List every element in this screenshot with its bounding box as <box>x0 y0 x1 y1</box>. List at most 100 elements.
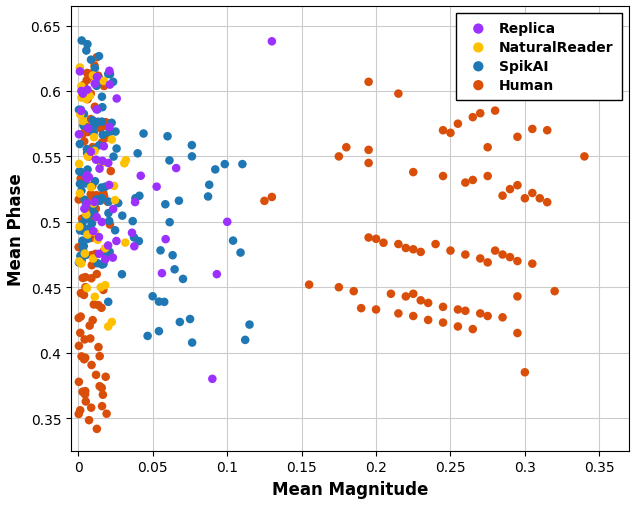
NaturalReader <box>95 284 106 292</box>
Human <box>83 212 93 220</box>
Replica <box>97 219 107 227</box>
SpikAI <box>92 260 102 268</box>
SpikAI <box>103 298 113 306</box>
Replica <box>108 206 118 214</box>
Human <box>84 416 94 424</box>
Human <box>80 125 90 133</box>
Human <box>266 193 277 201</box>
Replica <box>103 242 113 250</box>
NaturalReader <box>88 200 99 208</box>
SpikAI <box>174 197 184 206</box>
Human <box>92 425 102 433</box>
Replica <box>76 88 86 96</box>
Human <box>393 240 403 248</box>
Human <box>79 82 89 90</box>
SpikAI <box>104 129 114 137</box>
Human <box>80 274 90 282</box>
Human <box>74 342 84 350</box>
Human <box>527 260 537 268</box>
NaturalReader <box>78 118 88 126</box>
SpikAI <box>164 157 174 165</box>
SpikAI <box>97 104 107 112</box>
Replica <box>81 174 92 182</box>
Replica <box>84 174 94 182</box>
SpikAI <box>82 41 92 49</box>
Human <box>505 186 515 194</box>
Replica <box>105 81 115 89</box>
NaturalReader <box>74 223 85 231</box>
NaturalReader <box>75 190 85 198</box>
SpikAI <box>97 184 107 192</box>
Replica <box>171 165 181 173</box>
Human <box>98 191 108 199</box>
SpikAI <box>90 65 100 73</box>
Human <box>85 71 95 79</box>
SpikAI <box>81 216 91 224</box>
SpikAI <box>80 196 90 205</box>
Replica <box>160 236 170 244</box>
Human <box>76 175 86 183</box>
SpikAI <box>82 146 92 154</box>
Human <box>75 407 85 415</box>
Human <box>95 352 105 361</box>
Replica <box>111 237 121 245</box>
Human <box>89 301 99 309</box>
SpikAI <box>78 228 88 236</box>
NaturalReader <box>110 196 120 205</box>
SpikAI <box>159 298 169 307</box>
Replica <box>86 148 96 157</box>
Human <box>401 244 411 252</box>
Human <box>93 73 103 81</box>
SpikAI <box>74 259 84 267</box>
SpikAI <box>142 332 153 340</box>
Human <box>77 215 87 223</box>
Human <box>88 214 98 222</box>
Human <box>78 130 88 138</box>
Human <box>95 125 106 133</box>
Human <box>99 83 109 91</box>
SpikAI <box>228 237 238 245</box>
Human <box>475 255 485 263</box>
SpikAI <box>235 249 245 257</box>
SpikAI <box>97 195 107 203</box>
Human <box>467 114 478 122</box>
Human <box>98 190 108 198</box>
Human <box>460 179 471 187</box>
SpikAI <box>178 275 188 283</box>
Human <box>408 290 418 298</box>
Replica <box>111 95 121 104</box>
SpikAI <box>77 221 87 229</box>
Human <box>513 293 523 301</box>
SpikAI <box>76 187 86 195</box>
Replica <box>88 228 99 236</box>
Replica <box>99 143 109 151</box>
Human <box>100 134 111 142</box>
Human <box>86 116 96 124</box>
NaturalReader <box>107 318 117 326</box>
SpikAI <box>187 153 197 161</box>
Human <box>97 139 107 147</box>
Replica <box>75 68 85 76</box>
SpikAI <box>187 339 197 347</box>
SpikAI <box>97 93 107 102</box>
SpikAI <box>88 203 98 211</box>
Human <box>74 410 84 418</box>
NaturalReader <box>99 78 109 86</box>
NaturalReader <box>80 89 90 97</box>
Human <box>79 356 89 364</box>
Replica <box>89 198 99 207</box>
Replica <box>222 218 232 226</box>
Human <box>453 120 463 128</box>
Replica <box>97 158 107 166</box>
SpikAI <box>83 166 93 174</box>
SpikAI <box>87 125 97 133</box>
Human <box>90 250 100 259</box>
SpikAI <box>90 146 100 154</box>
SpikAI <box>104 218 114 226</box>
Human <box>102 410 112 418</box>
Human <box>460 307 471 315</box>
SpikAI <box>219 161 230 169</box>
Human <box>85 335 95 343</box>
SpikAI <box>89 122 99 130</box>
SpikAI <box>139 130 149 138</box>
